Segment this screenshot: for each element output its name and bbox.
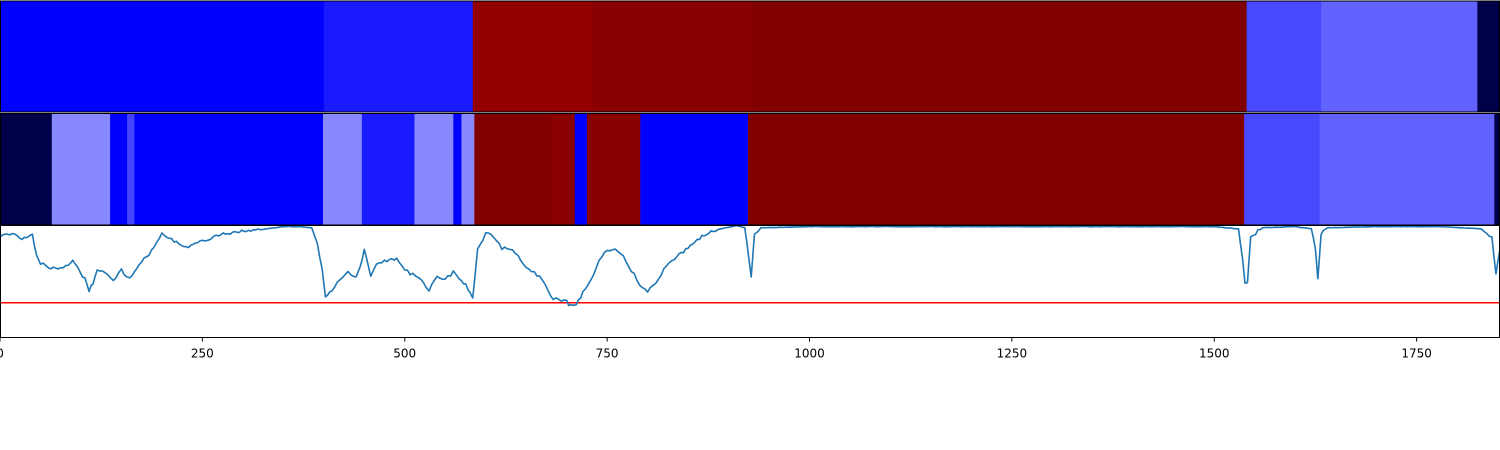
top-heatmap-segment — [1246, 1, 1322, 112]
line-plot-background — [0, 225, 1500, 338]
middle-heatmap-segment — [551, 113, 576, 225]
middle-heatmap-segment — [110, 113, 128, 225]
middle-heatmap-segment — [461, 113, 475, 225]
top-heatmap-segment — [1321, 1, 1478, 112]
top-heatmap-segment — [0, 1, 325, 112]
top-heatmap-segment — [1477, 1, 1500, 112]
middle-heatmap-segment — [574, 113, 588, 225]
middle-heatmap-segment — [586, 113, 641, 225]
middle-heatmap-segment — [453, 113, 463, 225]
middle-heatmap-segment — [414, 113, 454, 225]
middle-heatmap-segment — [747, 113, 1245, 225]
middle-heatmap-segment — [322, 113, 363, 225]
x-tick-label: 500 — [393, 347, 416, 361]
top-heatmap-segment — [592, 1, 754, 112]
middle-heatmap-segment — [361, 113, 416, 225]
middle-heatmap-segment — [1244, 113, 1321, 225]
top-heatmap-strip — [0, 1, 1500, 112]
signal-series-line — [0, 225, 1500, 307]
top-heatmap-segment — [323, 1, 474, 112]
top-heatmap-segment — [752, 1, 1248, 112]
middle-heatmap-segment — [474, 113, 552, 225]
middle-heatmap-segment — [1494, 113, 1500, 225]
x-tick-label: 0 — [0, 347, 4, 361]
x-tick-label: 1000 — [794, 347, 825, 361]
top-heatmap-segment — [472, 1, 594, 112]
middle-heatmap-segment — [134, 113, 324, 225]
x-tick-label: 1500 — [1199, 347, 1230, 361]
x-axis-ticks: 0 250 500 750 1000 1250 1500 1750 — [0, 337, 1432, 361]
middle-heatmap-strip — [0, 113, 1500, 225]
middle-heatmap-segment — [1319, 113, 1495, 225]
x-tick-label: 1250 — [997, 347, 1028, 361]
middle-heatmap-segment — [0, 113, 53, 225]
x-tick-label: 1750 — [1401, 347, 1432, 361]
middle-heatmap-segment — [640, 113, 749, 225]
middle-heatmap-segment — [127, 113, 135, 225]
series-layer — [0, 225, 1500, 307]
x-tick-label: 750 — [596, 347, 619, 361]
line-plot-axes — [0, 225, 1500, 338]
x-tick-label: 250 — [191, 347, 214, 361]
middle-heatmap-segment — [51, 113, 111, 225]
